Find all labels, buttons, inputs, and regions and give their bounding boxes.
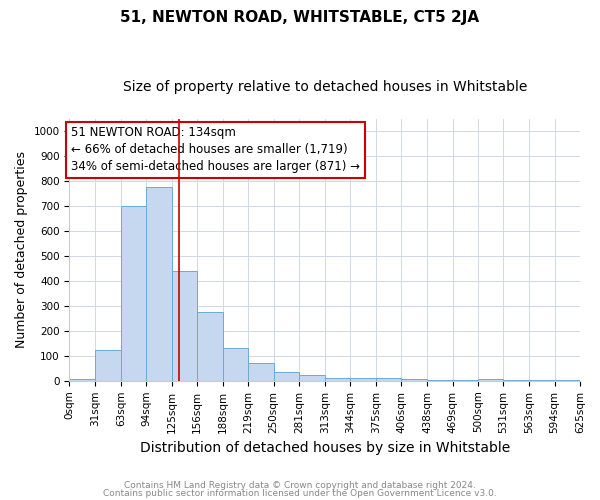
Bar bbox=[70, 379, 95, 381]
Bar bbox=[401, 379, 427, 381]
Bar bbox=[350, 378, 376, 381]
Bar bbox=[274, 372, 299, 381]
Bar bbox=[223, 348, 248, 381]
Bar bbox=[299, 376, 325, 381]
Bar bbox=[172, 271, 197, 381]
Bar bbox=[376, 378, 401, 381]
Y-axis label: Number of detached properties: Number of detached properties bbox=[15, 152, 28, 348]
Bar bbox=[121, 206, 146, 381]
Bar bbox=[146, 188, 172, 381]
Bar bbox=[197, 312, 223, 381]
Bar bbox=[325, 378, 350, 381]
Bar bbox=[478, 379, 503, 381]
X-axis label: Distribution of detached houses by size in Whitstable: Distribution of detached houses by size … bbox=[140, 441, 510, 455]
Bar bbox=[95, 350, 121, 381]
Text: 51, NEWTON ROAD, WHITSTABLE, CT5 2JA: 51, NEWTON ROAD, WHITSTABLE, CT5 2JA bbox=[121, 10, 479, 25]
Text: Contains HM Land Registry data © Crown copyright and database right 2024.: Contains HM Land Registry data © Crown c… bbox=[124, 481, 476, 490]
Text: Contains public sector information licensed under the Open Government Licence v3: Contains public sector information licen… bbox=[103, 488, 497, 498]
Text: 51 NEWTON ROAD: 134sqm
← 66% of detached houses are smaller (1,719)
34% of semi-: 51 NEWTON ROAD: 134sqm ← 66% of detached… bbox=[71, 126, 360, 174]
Bar bbox=[248, 364, 274, 381]
Title: Size of property relative to detached houses in Whitstable: Size of property relative to detached ho… bbox=[122, 80, 527, 94]
